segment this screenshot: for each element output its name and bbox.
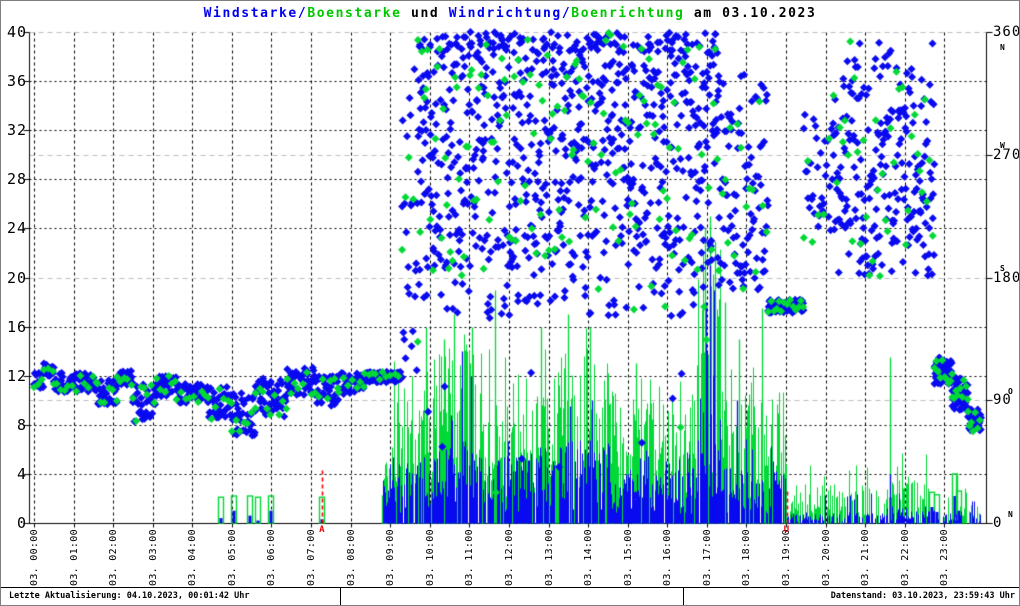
compass-letter: O	[1008, 387, 1013, 397]
title-slash-2: /	[561, 6, 572, 21]
y-right-tick-label: 360	[993, 24, 1020, 40]
x-tick-label: 03. 16:00	[662, 529, 674, 586]
y-right-tick-label: 90	[993, 392, 1012, 409]
y-left-tick-label: 12	[6, 366, 27, 385]
title-und: und	[401, 6, 449, 21]
x-tick-label: 03. 09:00	[385, 529, 397, 586]
y-left-tick-label: 36	[6, 72, 27, 91]
y-right-tick-label: 0	[993, 515, 1003, 531]
x-tick-label: 03. 19:00	[781, 529, 793, 586]
title-dir-label: Windrichtung	[448, 6, 562, 21]
x-tick-label: 03. 08:00	[345, 529, 357, 586]
y-left-tick-label: 28	[6, 170, 27, 189]
x-tick-label: 03. 10:00	[424, 529, 436, 586]
x-tick-label: 03. 20:00	[820, 529, 832, 586]
x-tick-label: 03. 11:00	[464, 529, 476, 586]
y-left-tick-label: 24	[6, 219, 27, 238]
compass-letter: W	[1000, 140, 1005, 150]
x-tick-label: 03. 05:00	[226, 529, 238, 586]
y-right-tick-label: 180	[993, 269, 1020, 286]
y-left-tick-label: 20	[6, 268, 27, 287]
x-tick-label: 03. 14:00	[583, 529, 595, 586]
x-tick-label: 03. 07:00	[306, 529, 318, 586]
y-right-tick-label: 270	[993, 146, 1020, 163]
x-tick-label: 03. 15:00	[622, 529, 634, 586]
y-left-tick-label: 32	[6, 121, 27, 140]
title-gust-label: Boenstarke	[307, 6, 402, 21]
y-left-tick-label: 16	[6, 317, 27, 336]
x-tick-label: 03. 02:00	[108, 529, 120, 586]
x-tick-label: 03. 06:00	[266, 529, 278, 586]
y-left-tick-label: 4	[16, 464, 27, 483]
x-tick-label: 03. 17:00	[701, 529, 713, 586]
status-bar: Letzte Aktualisierung: 04.10.2023, 00:01…	[1, 587, 1019, 605]
x-tick-label: 03. 01:00	[68, 529, 80, 586]
x-tick-label: 03. 03:00	[147, 529, 159, 586]
x-tick-label: 03. 00:00	[29, 529, 40, 586]
compass-letter: S	[1000, 263, 1005, 273]
x-tick-label: 03. 13:00	[543, 529, 555, 586]
x-tick-label: 03. 18:00	[741, 529, 753, 586]
compass-letter: N	[1000, 43, 1005, 52]
sunrise-marker-label: A	[319, 525, 325, 535]
x-tick-label: 03. 12:00	[503, 529, 515, 586]
x-tick-label: 03. 04:00	[187, 529, 199, 586]
x-tick-label: 03. 22:00	[899, 529, 911, 586]
data-timestamp-text: Datenstand: 03.10.2023, 23:59:43 Uhr	[683, 588, 1019, 605]
x-tick-label: 03. 23:00	[939, 529, 951, 586]
x-tick-label: 03. 21:00	[860, 529, 872, 586]
y-left-tick-label: 8	[16, 415, 27, 434]
title-date: am 03.10.2023	[684, 6, 817, 21]
title-slash-1: /	[297, 6, 308, 21]
sunset-marker-label: U	[783, 525, 790, 535]
chart-title: Windstarke/Boenstarke und Windrichtung/B…	[1, 6, 1019, 21]
last-update-text: Letzte Aktualisierung: 04.10.2023, 00:01…	[1, 588, 341, 605]
compass-letter: N	[1008, 510, 1013, 519]
title-gustdir-label: Boenrichtung	[571, 6, 685, 21]
title-wind-label: Windstarke	[203, 6, 298, 21]
y-left-tick-label: 0	[16, 514, 27, 532]
y-left-tick-label: 40	[6, 23, 27, 41]
